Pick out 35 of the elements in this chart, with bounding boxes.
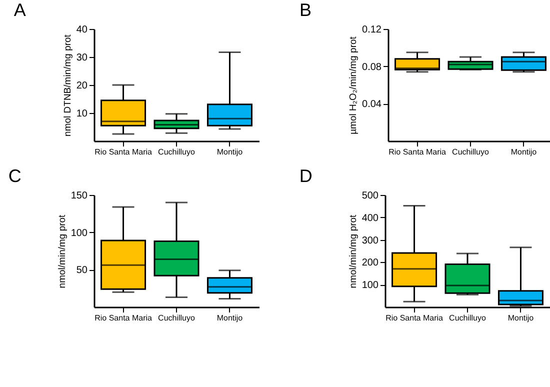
- chart-title: A: [14, 0, 26, 20]
- y-tick-label: 100: [362, 280, 379, 292]
- y-tick-label: 500: [362, 190, 379, 202]
- x-tick-label: Montijo: [508, 314, 534, 322]
- y-tick-label: 10: [76, 108, 88, 120]
- chart-title: D: [299, 166, 312, 186]
- y-tick-label: 150: [70, 190, 88, 202]
- x-tick-label: Cuchilluyo: [449, 314, 487, 322]
- chart-title: B: [300, 0, 312, 20]
- x-tick-label: Montijo: [216, 314, 244, 322]
- x-tick-label: Cuchilluyo: [452, 148, 490, 156]
- chart-title: C: [8, 166, 22, 186]
- y-tick-label: 100: [70, 228, 88, 239]
- x-tick-label: Montijo: [216, 148, 244, 156]
- y-axis-title: nmol/min/mg prot: [348, 214, 359, 288]
- x-tick-label: Cuchilluyo: [158, 314, 196, 322]
- y-tick-label: 20: [76, 80, 88, 92]
- y-tick-label: 0.04: [362, 99, 382, 110]
- x-tick-label: Rio Santa Maria: [94, 148, 153, 156]
- y-tick-label: 40: [76, 24, 88, 36]
- y-axis-title: nmol DTNB/min/mg prot: [62, 34, 74, 136]
- x-tick-label: Rio Santa Maria: [94, 314, 153, 322]
- y-tick-label: 50: [76, 265, 88, 276]
- y-axis-title: nmol/min/mg prot: [56, 214, 68, 288]
- y-tick-label: 400: [362, 212, 379, 224]
- y-tick-label: 300: [362, 235, 379, 246]
- x-tick-label: Montijo: [510, 148, 538, 156]
- x-tick-label: Rio Santa Maria: [388, 148, 447, 156]
- y-tick-label: 0.08: [362, 62, 382, 73]
- y-tick-label: 0.12: [362, 24, 382, 36]
- y-axis-title: µmol H₂O₂/min/mg prot: [348, 36, 360, 134]
- y-tick-label: 200: [362, 258, 379, 269]
- x-tick-label: Cuchilluyo: [158, 148, 196, 156]
- x-tick-label: Rio Santa Maria: [386, 314, 444, 322]
- y-tick-label: 30: [76, 52, 88, 64]
